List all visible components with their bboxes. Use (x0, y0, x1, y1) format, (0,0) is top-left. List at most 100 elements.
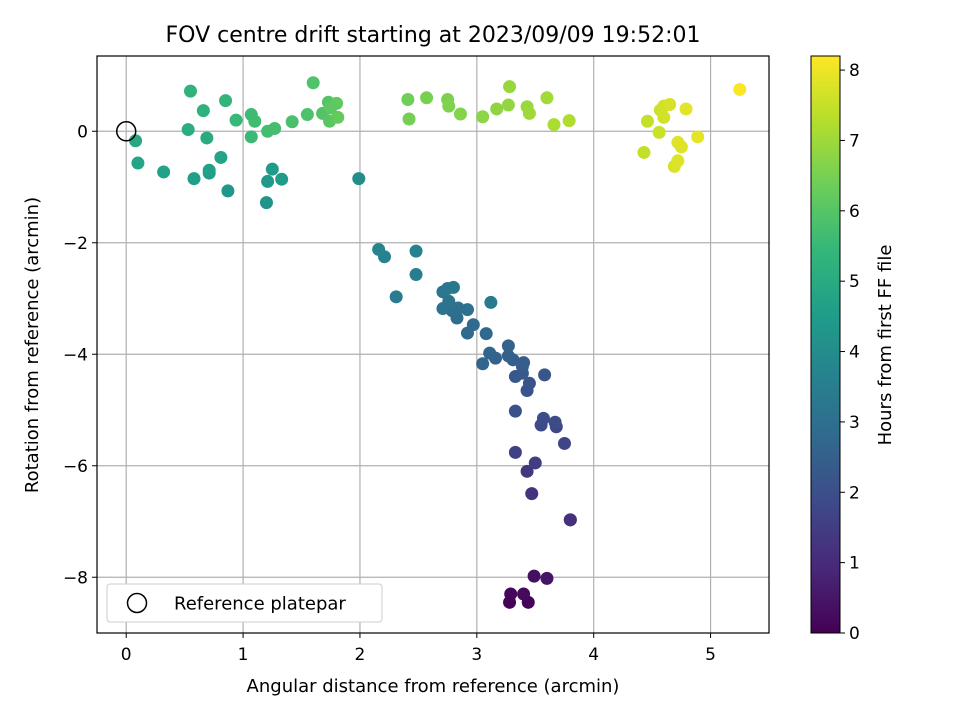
y-tick-label: −4 (63, 345, 88, 365)
data-point (557, 436, 571, 450)
data-point (131, 156, 145, 170)
data-point (401, 92, 415, 106)
data-point (522, 106, 536, 120)
data-point (476, 357, 490, 371)
y-axis-ticks: −8 −6 −4 −2 0 (63, 122, 97, 588)
data-point (372, 242, 386, 256)
colorbar-ticks: 0 1 2 3 4 5 6 7 8 (840, 61, 860, 644)
data-point (476, 110, 490, 124)
data-point (409, 244, 423, 258)
data-point (652, 125, 666, 139)
legend-label: Reference platepar (174, 594, 346, 615)
data-point (525, 487, 539, 501)
data-point (446, 280, 460, 294)
data-point (503, 80, 517, 94)
x-tick-label: 1 (238, 645, 249, 665)
data-point (540, 91, 554, 105)
data-point (538, 368, 552, 382)
data-point (442, 99, 456, 113)
data-point (479, 327, 493, 341)
data-point (187, 172, 201, 186)
data-point (562, 114, 576, 128)
y-tick-label: −2 (63, 234, 88, 254)
data-point (331, 110, 345, 124)
colorbar-tick-label: 1 (849, 554, 860, 574)
data-point (733, 82, 747, 96)
x-axis-label: Angular distance from reference (arcmin) (247, 676, 620, 697)
data-point (540, 571, 554, 585)
data-point (547, 118, 561, 132)
data-point (200, 131, 214, 145)
data-point (352, 172, 366, 186)
colorbar-label: Hours from first FF file (875, 245, 896, 446)
data-points (129, 76, 747, 609)
data-point (490, 102, 504, 116)
reference-marker (115, 121, 137, 142)
data-point (679, 102, 693, 116)
data-point (181, 123, 195, 137)
x-tick-label: 3 (471, 645, 482, 665)
colorbar-tick-label: 8 (849, 61, 860, 81)
data-point (637, 145, 651, 159)
data-point (409, 268, 423, 282)
data-point (528, 456, 542, 470)
data-point (229, 113, 243, 127)
legend: Reference platepar (106, 583, 383, 623)
data-point (517, 356, 531, 370)
data-point (640, 114, 654, 128)
data-point (202, 163, 216, 177)
colorbar-gradient (810, 55, 841, 634)
colorbar-tick-label: 0 (849, 624, 860, 644)
data-point (275, 172, 289, 186)
data-point (453, 107, 467, 121)
data-point (265, 162, 279, 176)
data-point (548, 415, 562, 429)
colorbar-tick-label: 6 (849, 202, 860, 222)
data-point (460, 303, 474, 317)
data-point (460, 326, 474, 340)
data-point (657, 110, 671, 124)
chart-title: FOV centre drift starting at 2023/09/09 … (166, 23, 701, 48)
x-tick-label: 5 (705, 645, 716, 665)
data-point (501, 98, 515, 112)
data-point (402, 112, 416, 126)
data-point (420, 91, 434, 105)
reference-point (115, 121, 137, 142)
data-point (536, 411, 550, 425)
data-point (508, 404, 522, 418)
x-tick-label: 4 (588, 645, 599, 665)
data-point (501, 339, 515, 353)
x-tick-label: 0 (121, 645, 132, 665)
data-point (508, 445, 522, 459)
plot-frame (96, 55, 770, 634)
data-point (389, 290, 403, 304)
x-tick-label: 2 (355, 645, 366, 665)
y-tick-label: −8 (63, 568, 88, 588)
data-point (196, 104, 210, 118)
data-point (520, 464, 534, 478)
data-point (674, 140, 688, 154)
data-point (484, 295, 498, 309)
data-point (483, 346, 497, 360)
colorbar-tick-label: 2 (849, 483, 860, 503)
y-axis-label: Rotation from reference (arcmin) (22, 197, 43, 493)
data-point (563, 513, 577, 527)
data-point (214, 150, 228, 164)
y-tick-label: 0 (77, 122, 88, 142)
data-point (129, 134, 143, 148)
data-point (219, 94, 233, 108)
y-tick-label: −6 (63, 457, 88, 477)
data-point (442, 294, 456, 308)
data-point (285, 115, 299, 129)
data-point (183, 84, 197, 98)
data-point (268, 121, 282, 135)
data-point (221, 184, 235, 198)
data-point (504, 587, 518, 601)
data-point (306, 76, 320, 90)
data-point (259, 196, 273, 210)
data-point (517, 587, 531, 601)
data-point (501, 349, 515, 363)
colorbar: 0 1 2 3 4 5 6 7 8 Hours from first FF file (810, 55, 896, 644)
data-point (522, 376, 536, 390)
